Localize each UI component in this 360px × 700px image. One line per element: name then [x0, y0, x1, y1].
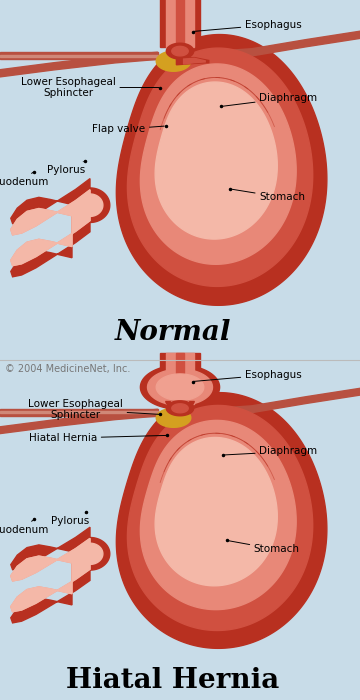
Polygon shape — [155, 82, 277, 239]
Text: Diaphragm: Diaphragm — [225, 447, 317, 456]
Polygon shape — [171, 402, 189, 407]
Text: Esophagus: Esophagus — [194, 370, 302, 382]
Polygon shape — [0, 410, 158, 433]
Polygon shape — [166, 43, 194, 59]
Polygon shape — [11, 527, 90, 623]
Polygon shape — [70, 188, 110, 223]
Polygon shape — [156, 51, 191, 71]
Polygon shape — [77, 194, 103, 216]
Polygon shape — [148, 369, 212, 405]
Polygon shape — [116, 34, 327, 305]
Polygon shape — [0, 411, 158, 413]
Text: © 2004 MedicineNet, Inc.: © 2004 MedicineNet, Inc. — [5, 363, 131, 374]
Polygon shape — [156, 408, 191, 427]
Polygon shape — [202, 389, 360, 416]
Polygon shape — [116, 393, 327, 648]
Polygon shape — [11, 190, 90, 265]
Polygon shape — [160, 0, 200, 47]
Polygon shape — [11, 190, 90, 265]
Polygon shape — [11, 538, 90, 612]
Text: Duodenum: Duodenum — [0, 172, 49, 187]
Text: Lower Esophageal
Sphincter: Lower Esophageal Sphincter — [21, 77, 159, 98]
Polygon shape — [176, 57, 209, 65]
Polygon shape — [166, 401, 194, 416]
Polygon shape — [0, 52, 158, 60]
Polygon shape — [70, 538, 110, 570]
Polygon shape — [176, 0, 184, 47]
Polygon shape — [202, 32, 360, 60]
Polygon shape — [166, 402, 194, 407]
Text: Esophagus: Esophagus — [194, 20, 302, 32]
Polygon shape — [127, 48, 313, 286]
Polygon shape — [77, 543, 103, 564]
Polygon shape — [0, 52, 158, 77]
Polygon shape — [127, 405, 313, 631]
Polygon shape — [156, 374, 204, 400]
Polygon shape — [140, 421, 296, 610]
Polygon shape — [0, 410, 158, 416]
Polygon shape — [172, 46, 188, 56]
Text: Normal: Normal — [114, 318, 231, 346]
Polygon shape — [172, 404, 188, 413]
Text: Flap valve: Flap valve — [92, 125, 164, 134]
Text: Pylorus: Pylorus — [48, 162, 86, 175]
Text: Stomach: Stomach — [232, 189, 305, 202]
Text: Pylorus: Pylorus — [51, 512, 89, 526]
Polygon shape — [176, 354, 184, 404]
Polygon shape — [140, 64, 296, 265]
Polygon shape — [0, 0, 360, 360]
Text: Stomach: Stomach — [228, 540, 300, 554]
Text: Duodenum: Duodenum — [0, 520, 49, 535]
Text: Hiatal Hernia: Hiatal Hernia — [29, 433, 166, 443]
Polygon shape — [160, 354, 200, 404]
Polygon shape — [11, 538, 90, 612]
Text: Diaphragm: Diaphragm — [223, 93, 317, 106]
Polygon shape — [0, 360, 360, 700]
Polygon shape — [166, 354, 194, 404]
Text: Lower Esophageal
Sphincter: Lower Esophageal Sphincter — [28, 399, 159, 420]
Polygon shape — [166, 0, 194, 47]
Text: Hiatal Hernia: Hiatal Hernia — [66, 667, 279, 694]
Polygon shape — [184, 58, 205, 64]
Polygon shape — [11, 178, 90, 276]
Polygon shape — [155, 438, 277, 586]
Polygon shape — [0, 55, 158, 57]
Polygon shape — [140, 365, 220, 410]
